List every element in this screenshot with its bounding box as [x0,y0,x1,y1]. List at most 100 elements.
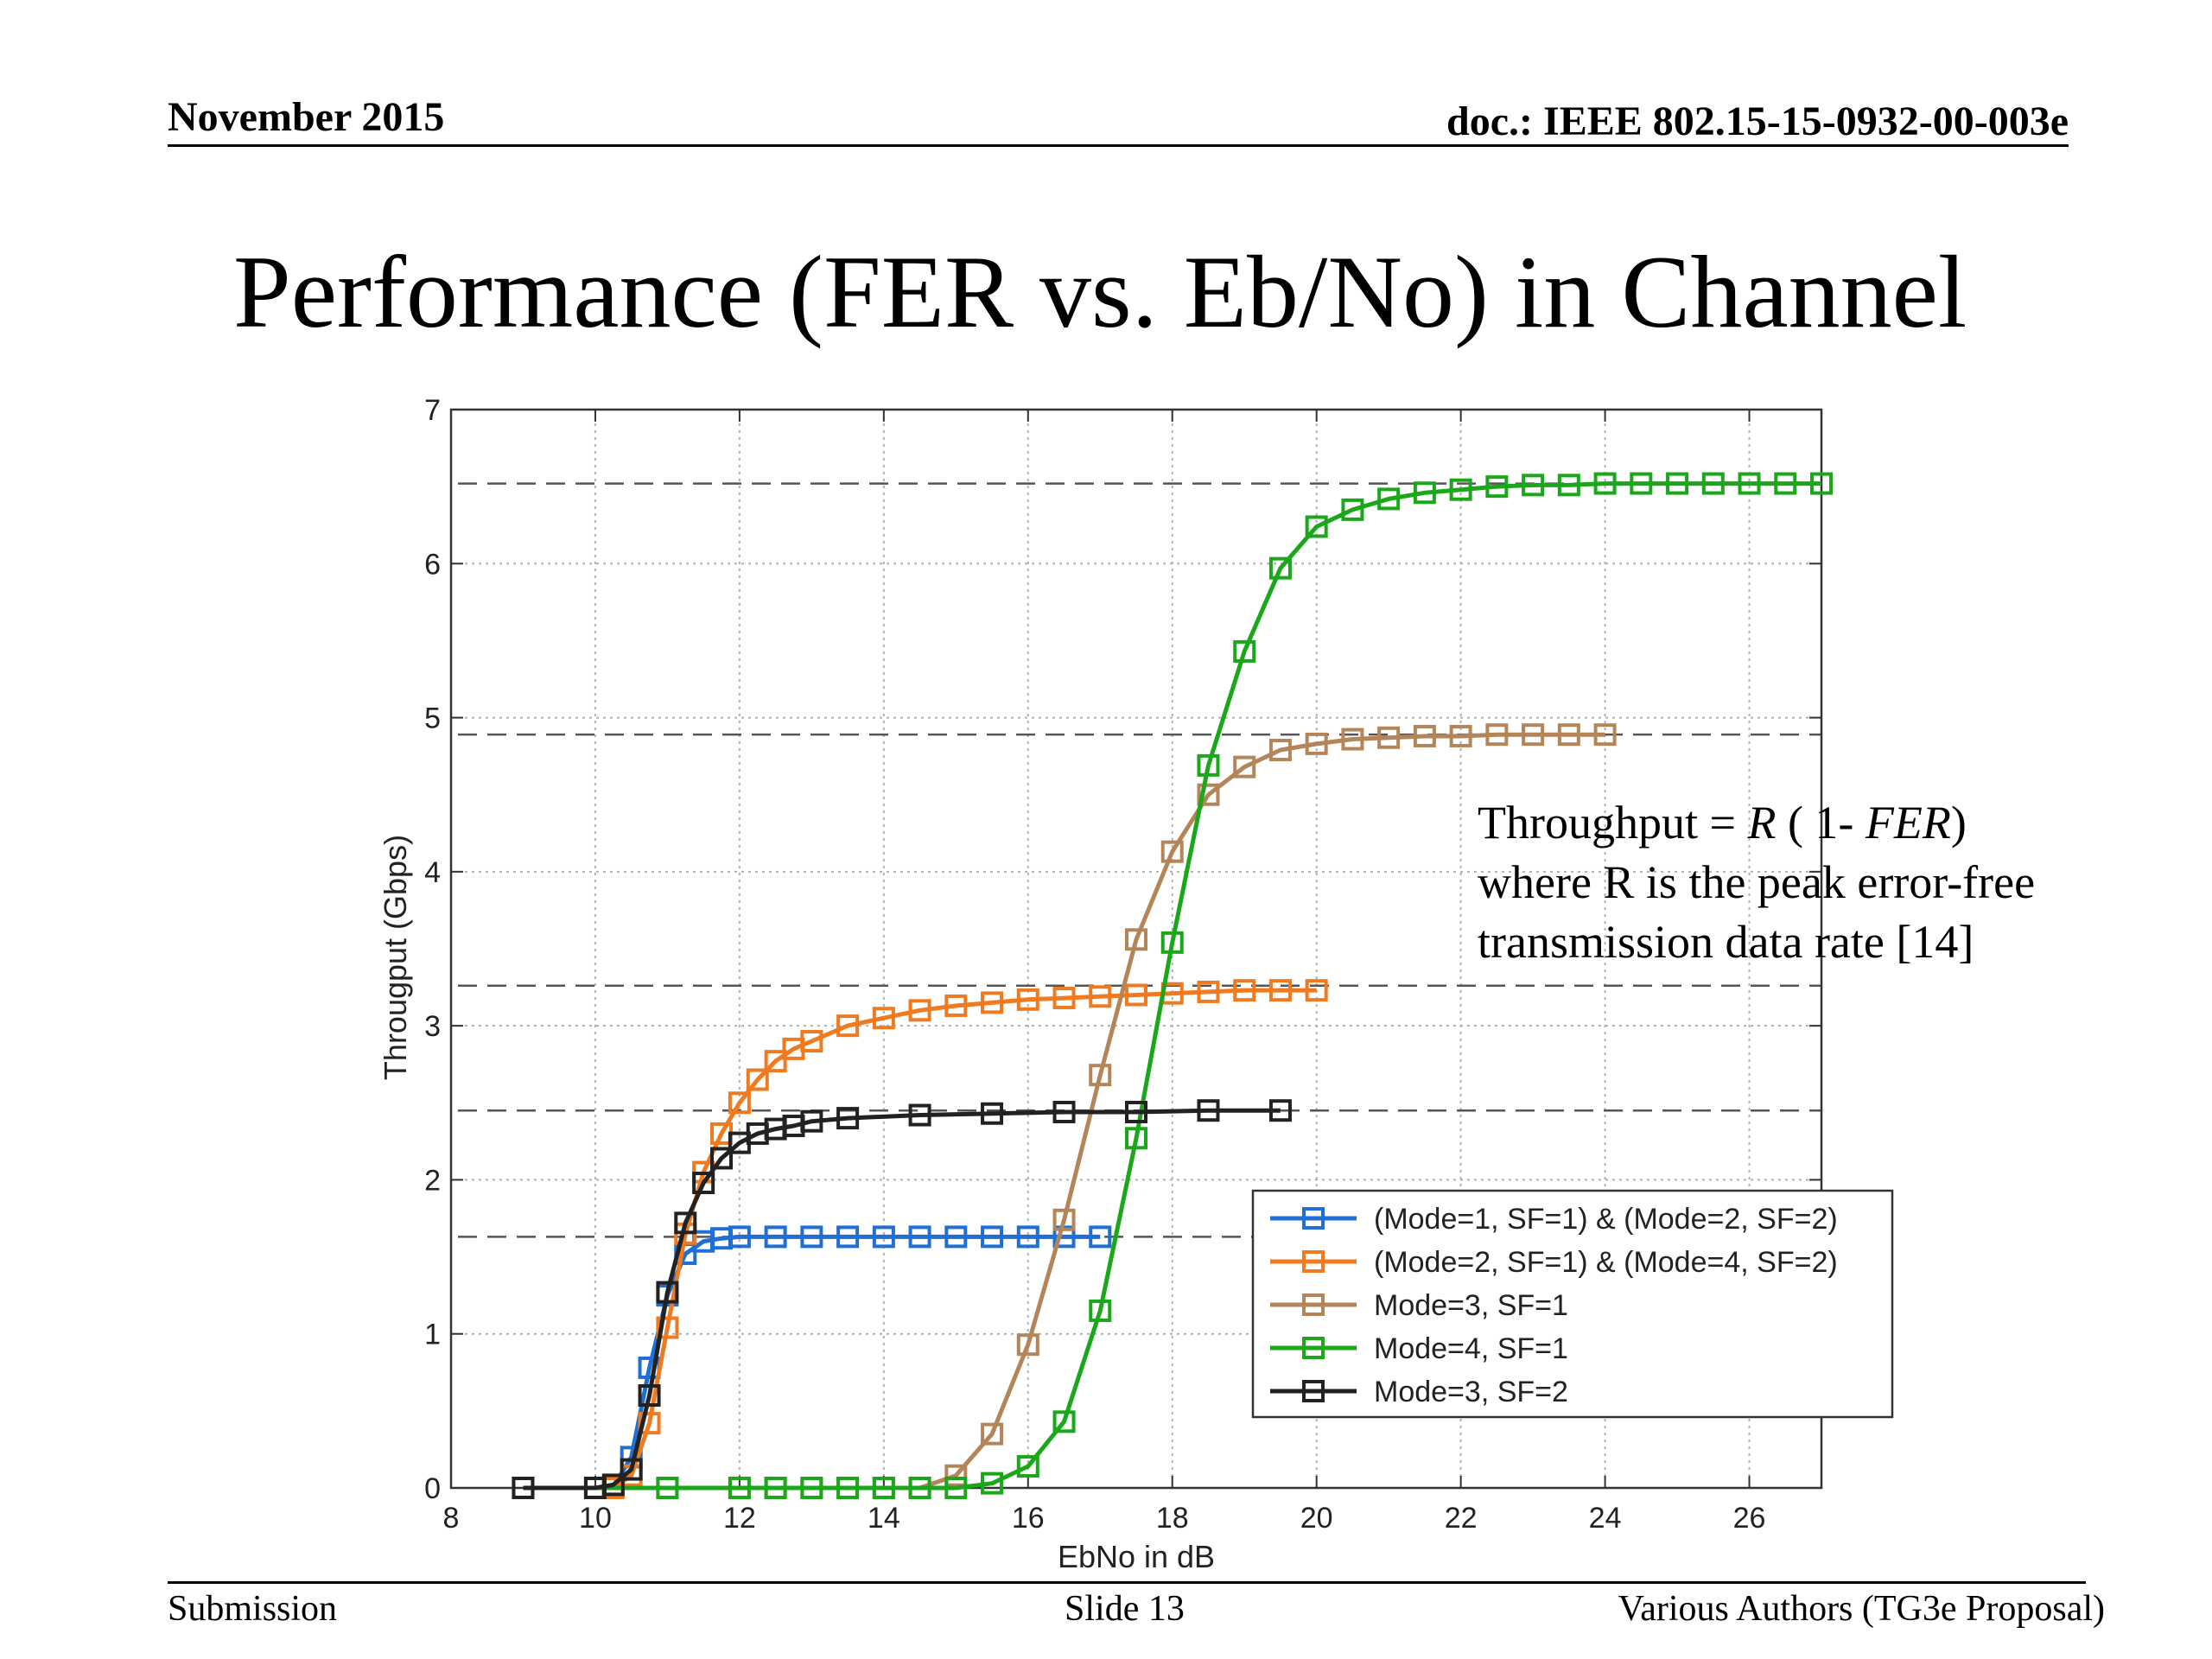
x-tick-label: 24 [1589,1502,1622,1535]
y-tick-label: 6 [424,548,441,581]
legend-label-4: Mode=4, SF=1 [1374,1332,1568,1365]
series-3-point [1052,1208,1076,1231]
axes-frame [449,408,1823,1490]
series-3-point [1413,724,1436,747]
y-tick-label: 0 [424,1472,441,1505]
series-3-point [1341,728,1364,751]
series-1-point [1089,1225,1112,1249]
series-2-point [1197,980,1220,1003]
series-line-1 [523,1234,1101,1491]
series-2-point [981,991,1004,1014]
series-2-point [872,1007,895,1030]
series-4-point [872,1477,895,1499]
series-3-point [1160,840,1184,863]
series-2-point [1125,983,1147,1007]
series-5-point [908,1103,931,1127]
y-tick-label: 1 [424,1319,441,1351]
series-4-point [1233,639,1256,663]
series-2-point [746,1068,769,1091]
series-2-point [1052,987,1076,1010]
note-line-1: Throughput = R ( 1- FER) [1478,793,2035,853]
series-2-point [800,1029,823,1052]
series-1-point [764,1225,787,1249]
series-3-point [1089,1064,1112,1087]
series-3-point [1377,726,1401,749]
series-5-point [1197,1099,1220,1122]
series-4-point [1377,487,1401,511]
series-2-point [1268,979,1292,1002]
x-tick-label: 26 [1733,1502,1766,1535]
series-3-point [1233,755,1256,779]
header-doc-id: doc.: IEEE 802.15-15-0932-00-003e [1446,99,2069,144]
series-4-point [1052,1410,1076,1433]
series-5-point [620,1458,643,1481]
note-line-2: where R is the peak error-free [1478,856,2036,908]
legend-marker-2 [1302,1250,1325,1273]
series-5-point [800,1109,823,1133]
series-4-point [1089,1299,1112,1322]
series-3-point [1557,723,1580,747]
legend-label-2: (Mode=2, SF=1) & (Mode=4, SF=2) [1374,1246,1838,1279]
series-2-point [638,1412,661,1435]
series-1-point [800,1225,823,1249]
note-line1-mid: ( 1- [1776,797,1866,849]
legend-marker-5 [1302,1380,1325,1402]
x-tick-label: 10 [579,1502,612,1535]
series-3-point [1016,1333,1039,1357]
note-line1-prefix: Throughput = [1478,797,1748,849]
series-3-point [981,1422,1004,1446]
series-4-point [1016,1455,1039,1478]
series-4-point [1413,481,1436,505]
y-tick-label: 5 [424,702,441,735]
footer-slide-number: Slide 13 [1065,1589,1185,1629]
series-2-point [1233,979,1256,1002]
series-3-point [1305,732,1328,755]
series-4-point [1160,931,1184,954]
series-3-point [1268,739,1292,762]
legend-marker-1 [1302,1207,1325,1230]
series-4-point [1630,472,1653,495]
legend-box [1251,1189,1894,1419]
series-3-point [1197,783,1220,806]
x-tick-label: 16 [1012,1502,1045,1535]
series-5-point [638,1384,661,1408]
series-4-point [1449,478,1472,501]
x-tick-label: 22 [1445,1502,1478,1535]
throughput-note: Throughput = R ( 1- FER) where R is the … [1478,793,2035,972]
series-2-point [836,1014,860,1038]
series-4-point [1197,753,1220,777]
legend-marker-3 [1302,1294,1325,1316]
footer-submission: Submission [168,1589,338,1629]
header-rule [168,144,2069,147]
footer-rule [168,1581,2086,1584]
y-tick-label: 2 [424,1164,441,1197]
series-4-point [1522,474,1545,497]
series-5-point [656,1281,679,1304]
series-2-point [1089,985,1112,1008]
series-5-point [981,1102,1004,1125]
series-5-point [1268,1099,1292,1122]
series-4-point [1774,472,1797,495]
series-line-4 [523,481,1821,1491]
series-line-5 [523,1108,1281,1491]
series-3-point [1593,723,1617,747]
x-axis-label: EbNo in dB [1058,1539,1215,1574]
legend-label-1: (Mode=1, SF=1) & (Mode=2, SF=2) [1374,1203,1838,1236]
note-fer-symbol: FER [1865,797,1951,849]
series-2-point [764,1050,787,1073]
note-r-symbol: R [1747,797,1777,849]
series-4-point [656,1477,679,1499]
series-4-point [1738,472,1761,495]
x-tick-label: 18 [1156,1502,1189,1535]
series-5-point [692,1171,715,1194]
series-2-point [728,1091,751,1115]
series-5-point [674,1211,697,1235]
series-5-point [1125,1100,1147,1123]
series-4-point [908,1477,931,1499]
series-4-point [836,1477,860,1499]
series-2-point [1016,988,1039,1011]
series-4-point [1557,474,1580,497]
series-4-point [981,1471,1004,1495]
series-1-point [728,1225,751,1249]
